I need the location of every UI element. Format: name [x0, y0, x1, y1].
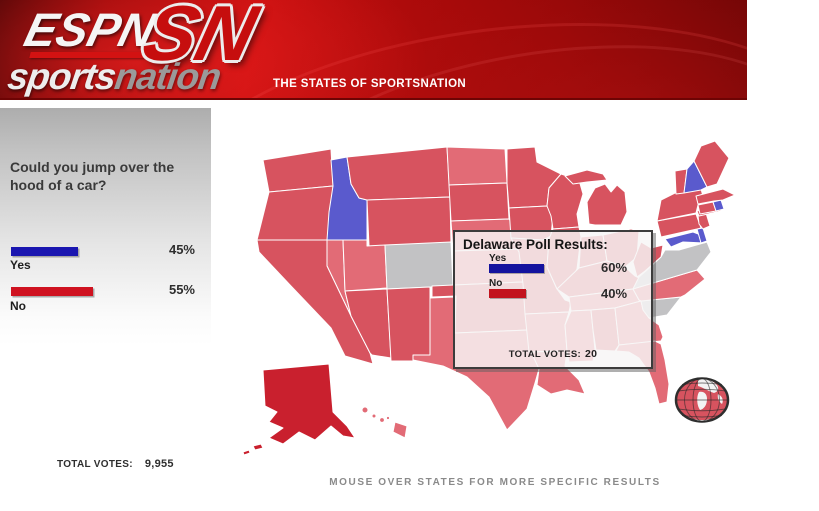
sportsnation-wordmark: sportsnation [5, 56, 223, 98]
state-ME[interactable] [693, 140, 730, 188]
state-MI[interactable] [564, 169, 628, 226]
state-MD[interactable] [664, 231, 705, 248]
state-SD[interactable] [448, 182, 510, 222]
poll-yes-bar [11, 247, 78, 256]
state-PA[interactable] [656, 213, 702, 238]
tooltip-yes-percent: 60% [601, 260, 628, 275]
wordmark-sports: sports [5, 56, 119, 97]
state-ND[interactable] [446, 146, 508, 186]
poll-no-percent: 55% [168, 282, 195, 297]
state-poll-tooltip: Delaware Poll Results: Yes 60% No 40% TO… [453, 230, 653, 369]
state-MA[interactable] [695, 188, 736, 205]
map-hover-note: MOUSE OVER STATES FOR MORE SPECIFIC RESU… [329, 477, 661, 488]
total-votes-label: TOTAL VOTES: [57, 459, 133, 470]
poll-question: Could you jump over the hood of a car? [10, 159, 175, 194]
state-UT[interactable] [342, 239, 388, 292]
state-NM[interactable] [386, 286, 431, 362]
state-MT[interactable] [346, 146, 451, 201]
wordmark-nation: nation [112, 56, 224, 97]
poll-total-votes: TOTAL VOTES: 9,955 [57, 458, 174, 470]
poll-no-label: No [10, 299, 26, 313]
tooltip-total-votes-value: 20 [584, 348, 598, 360]
tooltip-total-votes: TOTAL VOTES: 20 [455, 348, 651, 360]
state-OR[interactable] [256, 185, 334, 241]
tooltip-no-bar [489, 289, 526, 298]
total-votes-value: 9,955 [144, 458, 174, 470]
state-WY[interactable] [366, 196, 452, 247]
globe-icon[interactable] [674, 376, 730, 424]
tooltip-total-votes-label: TOTAL VOTES: [508, 349, 581, 360]
state-CA[interactable] [256, 239, 374, 365]
state-AK[interactable] [242, 363, 356, 456]
page-title: THE STATES OF SPORTSNATION [273, 78, 467, 90]
tooltip-yes-bar [489, 264, 544, 273]
poll-no-bar [11, 287, 93, 296]
globe-grid [676, 378, 728, 422]
poll-yes-label: Yes [10, 258, 31, 272]
tooltip-no-percent: 40% [601, 286, 628, 301]
header-banner: ESPN SN sportsnation THE STATES OF SPORT… [0, 0, 747, 100]
state-CO[interactable] [384, 241, 454, 290]
state-NH[interactable] [683, 160, 708, 194]
tooltip-title: Delaware Poll Results: [463, 237, 608, 252]
tooltip-yes-label: Yes [489, 253, 507, 264]
espn-logo: ESPN [19, 3, 161, 56]
poll-yes-percent: 45% [168, 242, 195, 257]
state-HI[interactable] [361, 406, 408, 439]
state-WA[interactable] [262, 148, 334, 193]
poll-summary-panel: Could you jump over the hood of a car? Y… [0, 108, 211, 346]
tooltip-no-label: No [489, 278, 503, 289]
